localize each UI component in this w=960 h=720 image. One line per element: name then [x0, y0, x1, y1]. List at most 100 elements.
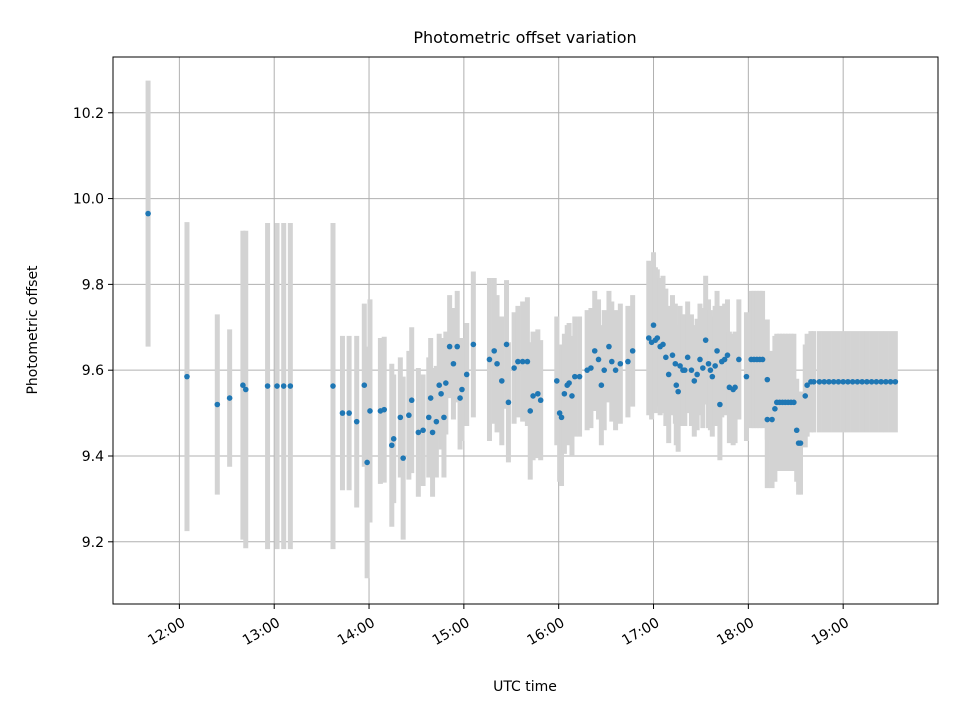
- data-point: [859, 378, 865, 385]
- y-tick-label: 9.2: [82, 535, 104, 551]
- data-point: [660, 341, 666, 348]
- data-point: [654, 335, 661, 341]
- data-point: [802, 393, 809, 399]
- data-point: [240, 382, 246, 389]
- data-point: [339, 410, 346, 416]
- y-axis-label: Photometric offset: [25, 265, 41, 395]
- data-point: [450, 360, 457, 367]
- data-point: [791, 399, 797, 406]
- data-point: [721, 356, 728, 363]
- data-point: [810, 378, 817, 385]
- data-point: [214, 401, 221, 408]
- data-point: [566, 380, 572, 386]
- data-point: [572, 373, 578, 380]
- data-point: [759, 356, 766, 363]
- data-point: [457, 395, 463, 401]
- data-point: [494, 360, 500, 367]
- y-tick-label: 10.2: [73, 106, 104, 122]
- data-point: [743, 373, 750, 380]
- data-point: [601, 367, 608, 373]
- data-point: [709, 373, 716, 380]
- data-point: [845, 378, 851, 385]
- data-point: [184, 373, 190, 380]
- data-point: [732, 384, 738, 391]
- data-point: [682, 367, 688, 373]
- data-point: [576, 373, 583, 380]
- data-point: [406, 412, 412, 419]
- data-point: [441, 414, 447, 421]
- data-point: [425, 414, 432, 421]
- data-point: [443, 380, 449, 386]
- data-point: [591, 348, 598, 354]
- data-point: [821, 378, 828, 385]
- data-point: [397, 414, 404, 421]
- data-point: [830, 378, 837, 385]
- data-point: [558, 414, 565, 421]
- data-point: [764, 416, 771, 423]
- y-tick-label: 9.8: [82, 277, 104, 293]
- data-point: [764, 376, 771, 383]
- data-point: [515, 358, 521, 365]
- data-point: [677, 363, 683, 369]
- data-point: [588, 365, 594, 371]
- data-point: [415, 429, 422, 436]
- data-point: [561, 390, 568, 397]
- data-point: [438, 390, 444, 397]
- data-point: [364, 459, 370, 466]
- data-point: [736, 356, 742, 363]
- data-point: [242, 386, 249, 393]
- data-point: [873, 378, 880, 385]
- data-point: [400, 455, 406, 461]
- data-point: [346, 410, 352, 416]
- data-point: [367, 408, 373, 414]
- data-point: [530, 393, 536, 399]
- data-point: [688, 367, 695, 373]
- y-tick-label: 10.0: [73, 192, 104, 208]
- data-point: [691, 378, 698, 384]
- data-point: [145, 210, 151, 217]
- data-point: [816, 378, 823, 385]
- data-point: [287, 383, 294, 389]
- data-point: [769, 416, 775, 423]
- data-point: [887, 378, 894, 385]
- data-point: [519, 358, 526, 365]
- data-point: [665, 371, 672, 378]
- data-point: [556, 410, 563, 416]
- data-point: [892, 378, 899, 385]
- data-point: [524, 358, 531, 365]
- data-point: [274, 383, 280, 389]
- data-point: [854, 378, 861, 385]
- data-point: [797, 440, 804, 446]
- data-point: [433, 418, 440, 425]
- data-point: [606, 343, 612, 350]
- data-point: [629, 348, 636, 354]
- data-point: [702, 337, 709, 343]
- data-point: [608, 358, 615, 365]
- data-point: [883, 378, 889, 385]
- data-point: [408, 397, 415, 404]
- data-point: [454, 343, 461, 350]
- x-axis-label: UTC time: [493, 679, 557, 695]
- data-point: [675, 388, 681, 395]
- data-point: [804, 382, 810, 389]
- data-point: [381, 406, 388, 413]
- data-point: [420, 427, 426, 434]
- data-point: [498, 378, 505, 384]
- data-point: [868, 378, 875, 385]
- data-points: [145, 210, 899, 466]
- data-point: [537, 397, 544, 404]
- data-point: [663, 354, 669, 361]
- data-point: [429, 429, 436, 436]
- data-point: [772, 405, 778, 412]
- data-point: [388, 442, 395, 449]
- data-point: [697, 356, 703, 363]
- data-point: [712, 363, 718, 369]
- data-point: [427, 395, 434, 401]
- data-point: [595, 356, 602, 363]
- data-point: [669, 352, 676, 358]
- data-point: [535, 390, 541, 397]
- data-point: [864, 378, 870, 385]
- data-point: [717, 401, 723, 408]
- data-point: [598, 382, 605, 389]
- data-point: [436, 382, 443, 389]
